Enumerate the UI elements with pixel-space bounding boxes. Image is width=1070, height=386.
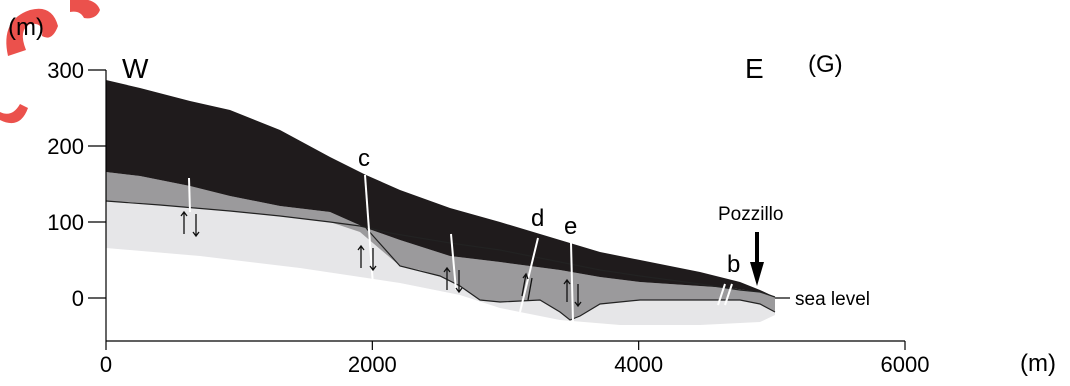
- fault-slip-arrows: [180, 210, 582, 308]
- y-tick-label: 100: [47, 210, 84, 235]
- x-axis-ticks: 0 2000 4000 6000: [100, 341, 930, 377]
- x-tick-label: 4000: [614, 352, 663, 377]
- logo-watermark: [0, 0, 100, 124]
- fault-label-c: c: [358, 145, 370, 172]
- x-tick-label: 2000: [348, 352, 397, 377]
- y-axis-ticks: 300 200 100 0: [47, 58, 106, 311]
- fault-b2-line: [724, 283, 733, 306]
- x-tick-label: 6000: [881, 352, 930, 377]
- x-unit-label: (m): [1020, 350, 1056, 377]
- upper-unit-fill: [106, 80, 775, 297]
- fault-label-d: d: [531, 205, 544, 232]
- west-label: W: [122, 53, 149, 84]
- fault-e-line: [570, 242, 574, 323]
- fault-minor-1-line: [188, 177, 191, 213]
- y-tick-label: 300: [47, 58, 84, 83]
- fault-minor-2-line: [450, 233, 457, 291]
- y-tick-label: 0: [72, 286, 84, 311]
- base-boundary-line: [105, 200, 776, 298]
- fault-label-e: e: [564, 213, 577, 240]
- sea-level-label: sea level: [795, 289, 870, 310]
- fault-label-b: b: [727, 251, 740, 278]
- x-tick-label: 0: [100, 352, 112, 377]
- east-label: E: [745, 53, 764, 84]
- locality-label: Pozzillo: [718, 204, 783, 225]
- fault-lines: [188, 174, 733, 323]
- panel-label: (G): [808, 51, 843, 78]
- fault-c-line: [364, 174, 374, 286]
- fault-b1-line: [717, 283, 726, 306]
- y-tick-label: 200: [47, 134, 84, 159]
- y-unit-label: (m): [8, 14, 44, 41]
- middle-unit-fill: [106, 172, 775, 320]
- fault-d-line: [519, 237, 539, 313]
- pozzillo-arrow: [750, 232, 764, 286]
